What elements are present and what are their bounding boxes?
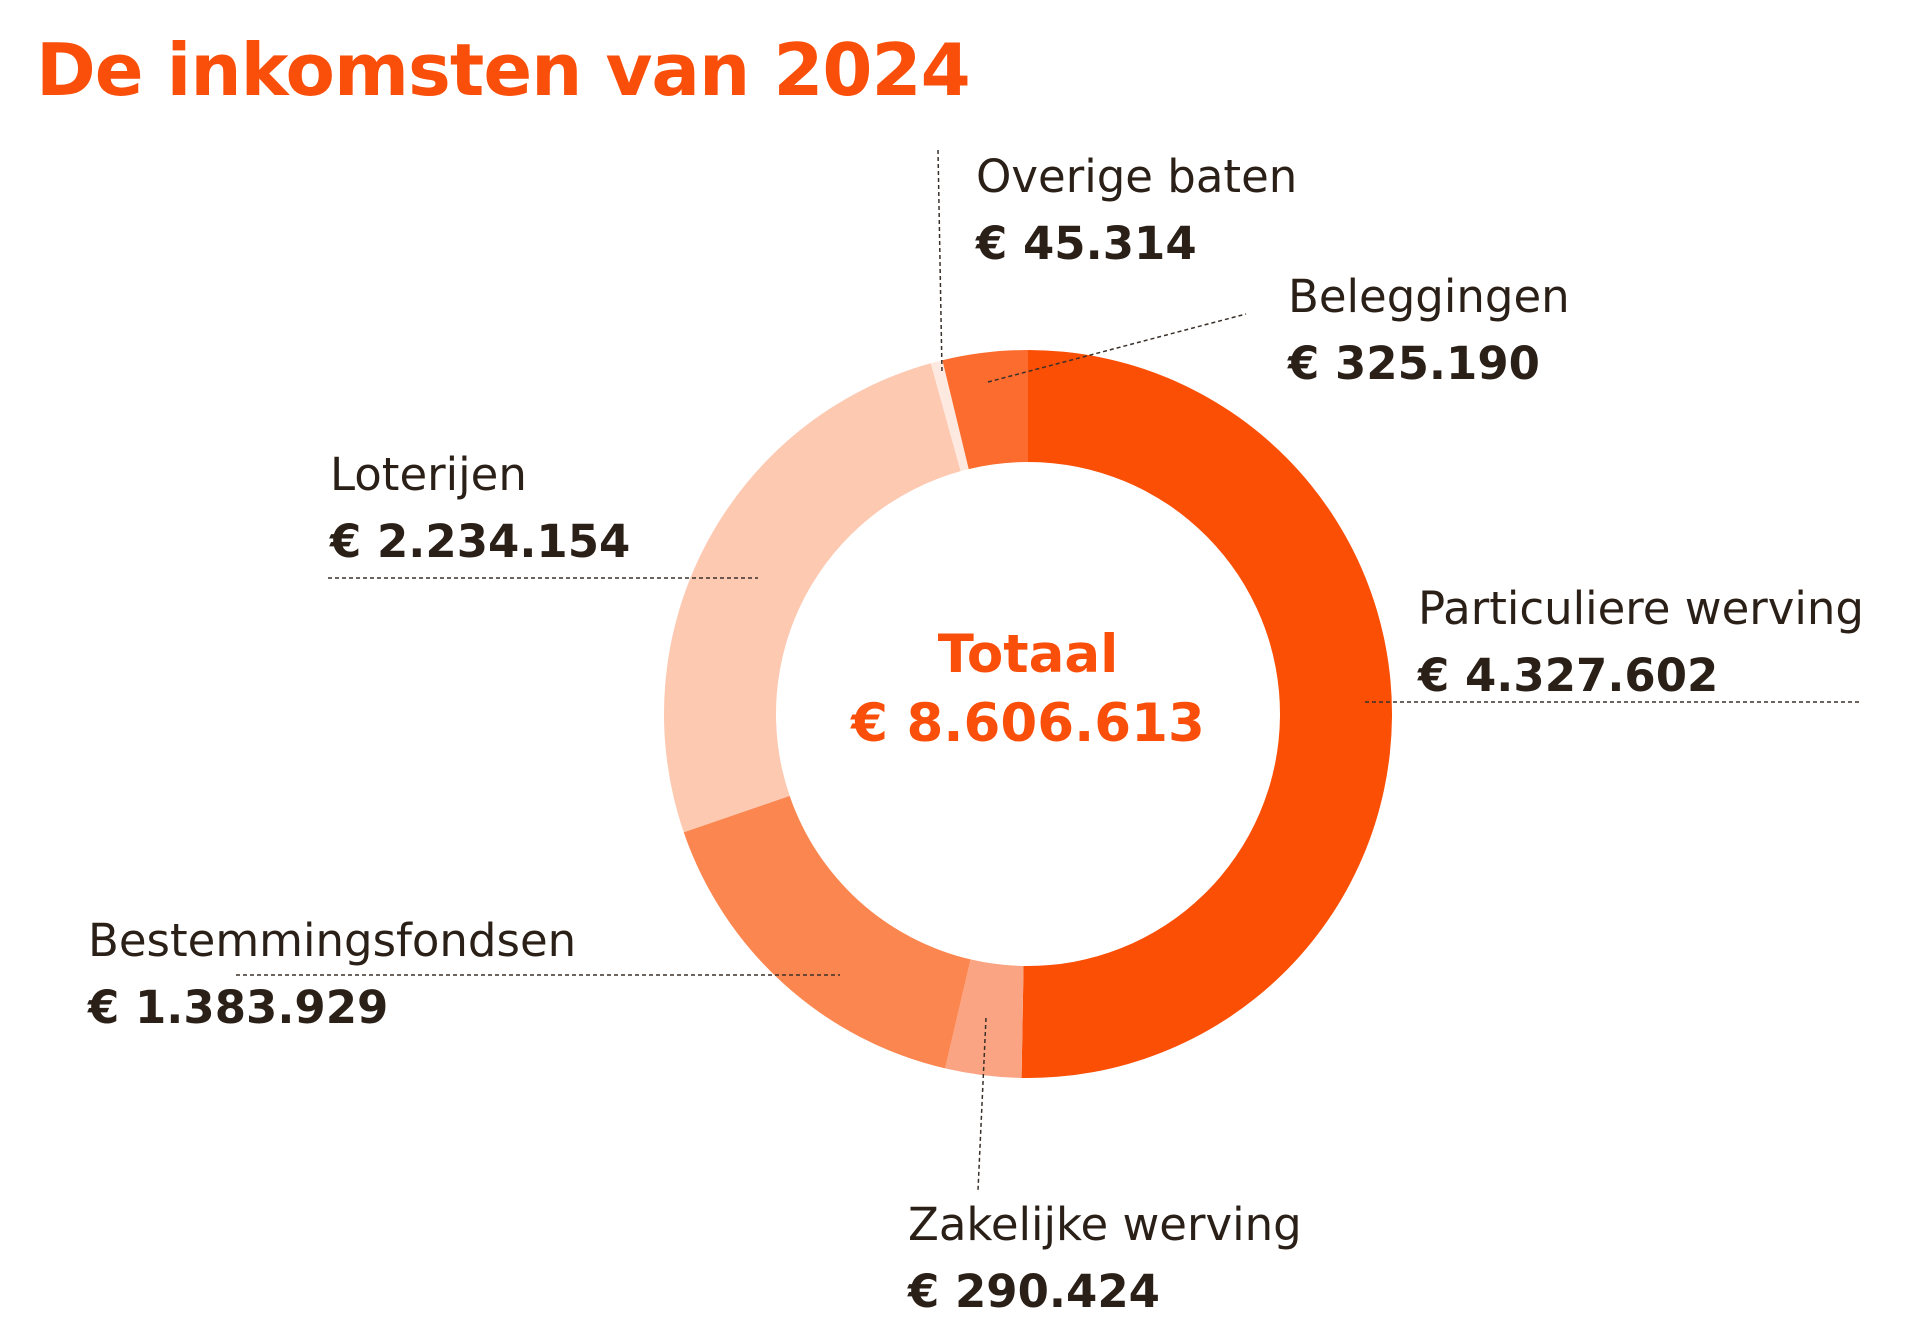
donut-slice-3 — [663, 363, 961, 833]
slice-label-beleggingen: Beleggingen € 325.190 — [1288, 274, 1570, 386]
slice-label-bestemmingsfondsen: Bestemmingsfondsen € 1.383.929 — [88, 918, 576, 1030]
slice-label-zakelijke: Zakelijke werving € 290.424 — [908, 1202, 1302, 1314]
slice-name: Bestemmingsfondsen — [88, 914, 577, 967]
donut-slice-5 — [942, 350, 1028, 470]
slice-value: € 1.383.929 — [88, 981, 389, 1034]
slice-name: Particuliere werving — [1418, 582, 1865, 635]
slice-label-particuliere: Particuliere werving € 4.327.602 — [1418, 586, 1864, 698]
slice-value: € 45.314 — [976, 217, 1197, 270]
center-total: Totaal € 8.606.613 — [851, 628, 1205, 750]
donut-slice-1 — [945, 959, 1024, 1078]
slice-value: € 325.190 — [1288, 337, 1540, 390]
slice-value: € 4.327.602 — [1418, 649, 1719, 702]
slice-name: Overige baten — [976, 150, 1298, 203]
donut-slice-0 — [1021, 350, 1393, 1078]
chart-title: De inkomsten van 2024 — [36, 28, 971, 112]
donut-slice-4 — [930, 360, 969, 472]
leader-line-4 — [937, 149, 943, 373]
leader-line-5 — [987, 313, 1247, 383]
slice-value: € 290.424 — [908, 1265, 1160, 1318]
leader-line-1 — [977, 1017, 987, 1191]
slice-label-overige: Overige baten € 45.314 — [976, 154, 1297, 266]
center-value: € 8.606.613 — [851, 693, 1205, 754]
donut-slice-2 — [683, 795, 971, 1069]
center-label: Totaal — [937, 624, 1119, 685]
slice-label-loterijen: Loterijen € 2.234.154 — [330, 452, 630, 564]
slice-name: Loterijen — [330, 448, 527, 501]
slice-name: Zakelijke werving — [908, 1198, 1302, 1251]
slice-name: Beleggingen — [1288, 270, 1570, 323]
slice-value: € 2.234.154 — [330, 515, 631, 568]
